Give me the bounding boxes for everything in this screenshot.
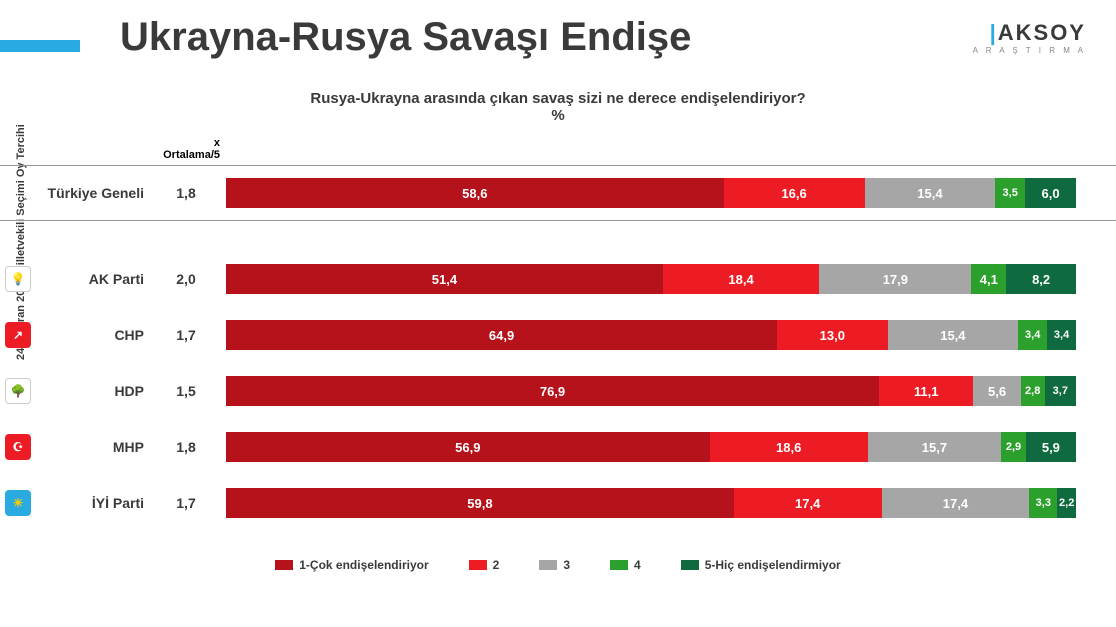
legend-label: 4 [634, 558, 641, 572]
bar-segment: 6,0 [1025, 178, 1076, 208]
legend-swatch [469, 560, 487, 570]
legend-swatch [610, 560, 628, 570]
bar-segment: 13,0 [777, 320, 887, 350]
bar-segment: 2,8 [1021, 376, 1045, 406]
legend-item: 4 [610, 558, 641, 572]
row-label: Türkiye Geneli [36, 185, 156, 201]
party-icon: 💡 [0, 266, 36, 292]
bar-segment: 64,9 [226, 320, 777, 350]
bar-segment: 56,9 [226, 432, 710, 462]
legend-swatch [681, 560, 699, 570]
bar-segment: 2,9 [1001, 432, 1026, 462]
legend: 1-Çok endişelendiriyor 2 3 4 5-Hiç endişelen… [0, 558, 1116, 572]
bar-segment: 18,4 [663, 264, 819, 294]
bar-segment: 3,5 [995, 178, 1025, 208]
bar-segment: 15,7 [868, 432, 1001, 462]
row-party: 💡AK Parti2,0 51,418,417,94,18,2 [0, 261, 1116, 297]
survey-question: Rusya-Ukrayna arasında çıkan savaş sizi … [0, 90, 1116, 124]
brand-logo-sub: A R A Ş T I R M A [973, 46, 1086, 55]
legend-label: 5-Hiç endişelendirmiyor [705, 558, 841, 572]
party-icon: ☪ [0, 434, 36, 460]
row-label: CHP [36, 327, 156, 343]
row-party: ☪MHP1,8 56,918,615,72,95,9 [0, 429, 1116, 465]
stacked-bar: 64,913,015,43,43,4 [226, 320, 1076, 350]
brand-logo: |AKSOY [990, 20, 1086, 46]
chart-area: Türkiye Geneli 1,8 58,616,615,43,56,0 💡A… [0, 165, 1116, 541]
bar-segment: 76,9 [226, 376, 879, 406]
bar-segment: 5,9 [1026, 432, 1076, 462]
avg-column-header: x Ortalama/5 [0, 137, 220, 161]
bar-segment: 3,3 [1029, 488, 1057, 518]
row-general: Türkiye Geneli 1,8 58,616,615,43,56,0 [0, 165, 1116, 221]
bar-segment: 59,8 [226, 488, 734, 518]
bar-segment: 16,6 [724, 178, 865, 208]
legend-item: 1-Çok endişelendiriyor [275, 558, 428, 572]
row-avg: 1,7 [156, 327, 216, 343]
bar-segment: 3,4 [1018, 320, 1047, 350]
party-icon: ↗ [0, 322, 36, 348]
row-label: AK Parti [36, 271, 156, 287]
bar-segment: 17,4 [882, 488, 1030, 518]
stacked-bar: 76,911,15,62,83,7 [226, 376, 1076, 406]
bar-segment: 4,1 [971, 264, 1006, 294]
row-label: MHP [36, 439, 156, 455]
accent-bar [0, 40, 80, 52]
row-party: ☀İYİ Parti1,759,817,417,43,32,2 [0, 485, 1116, 521]
row-party: 🌳HDP1,5 76,911,15,62,83,7 [0, 373, 1116, 409]
row-label: İYİ Parti [36, 495, 156, 511]
bar-segment: 8,2 [1006, 264, 1076, 294]
legend-item: 3 [539, 558, 570, 572]
legend-item: 2 [469, 558, 500, 572]
bar-segment: 3,4 [1047, 320, 1076, 350]
party-icon: ☀ [0, 490, 36, 516]
legend-item: 5-Hiç endişelendirmiyor [681, 558, 841, 572]
legend-swatch [539, 560, 557, 570]
row-avg: 1,5 [156, 383, 216, 399]
legend-swatch [275, 560, 293, 570]
bar-segment: 5,6 [973, 376, 1021, 406]
bar-segment: 51,4 [226, 264, 663, 294]
legend-label: 1-Çok endişelendiriyor [299, 558, 428, 572]
bar-segment: 18,6 [710, 432, 868, 462]
stacked-bar: 51,418,417,94,18,2 [226, 264, 1076, 294]
legend-label: 3 [563, 558, 570, 572]
bar-segment: 15,4 [865, 178, 996, 208]
legend-label: 2 [493, 558, 500, 572]
bar-segment: 2,2 [1057, 488, 1076, 518]
stacked-bar: 59,817,417,43,32,2 [226, 488, 1076, 518]
row-party: ↗CHP1,764,913,015,43,43,4 [0, 317, 1116, 353]
row-avg: 1,8 [156, 439, 216, 455]
bar-segment: 58,6 [226, 178, 724, 208]
row-avg: 1,8 [156, 185, 216, 201]
bar-segment: 11,1 [879, 376, 973, 406]
bar-segment: 17,4 [734, 488, 882, 518]
party-icon: 🌳 [0, 378, 36, 404]
row-avg: 2,0 [156, 271, 216, 287]
bar-segment: 15,4 [888, 320, 1019, 350]
bar-segment: 17,9 [819, 264, 971, 294]
row-label: HDP [36, 383, 156, 399]
stacked-bar: 58,616,615,43,56,0 [226, 178, 1076, 208]
row-avg: 1,7 [156, 495, 216, 511]
page-title: Ukrayna-Rusya Savaşı Endişe [120, 15, 691, 60]
stacked-bar: 56,918,615,72,95,9 [226, 432, 1076, 462]
bar-segment: 3,7 [1045, 376, 1076, 406]
